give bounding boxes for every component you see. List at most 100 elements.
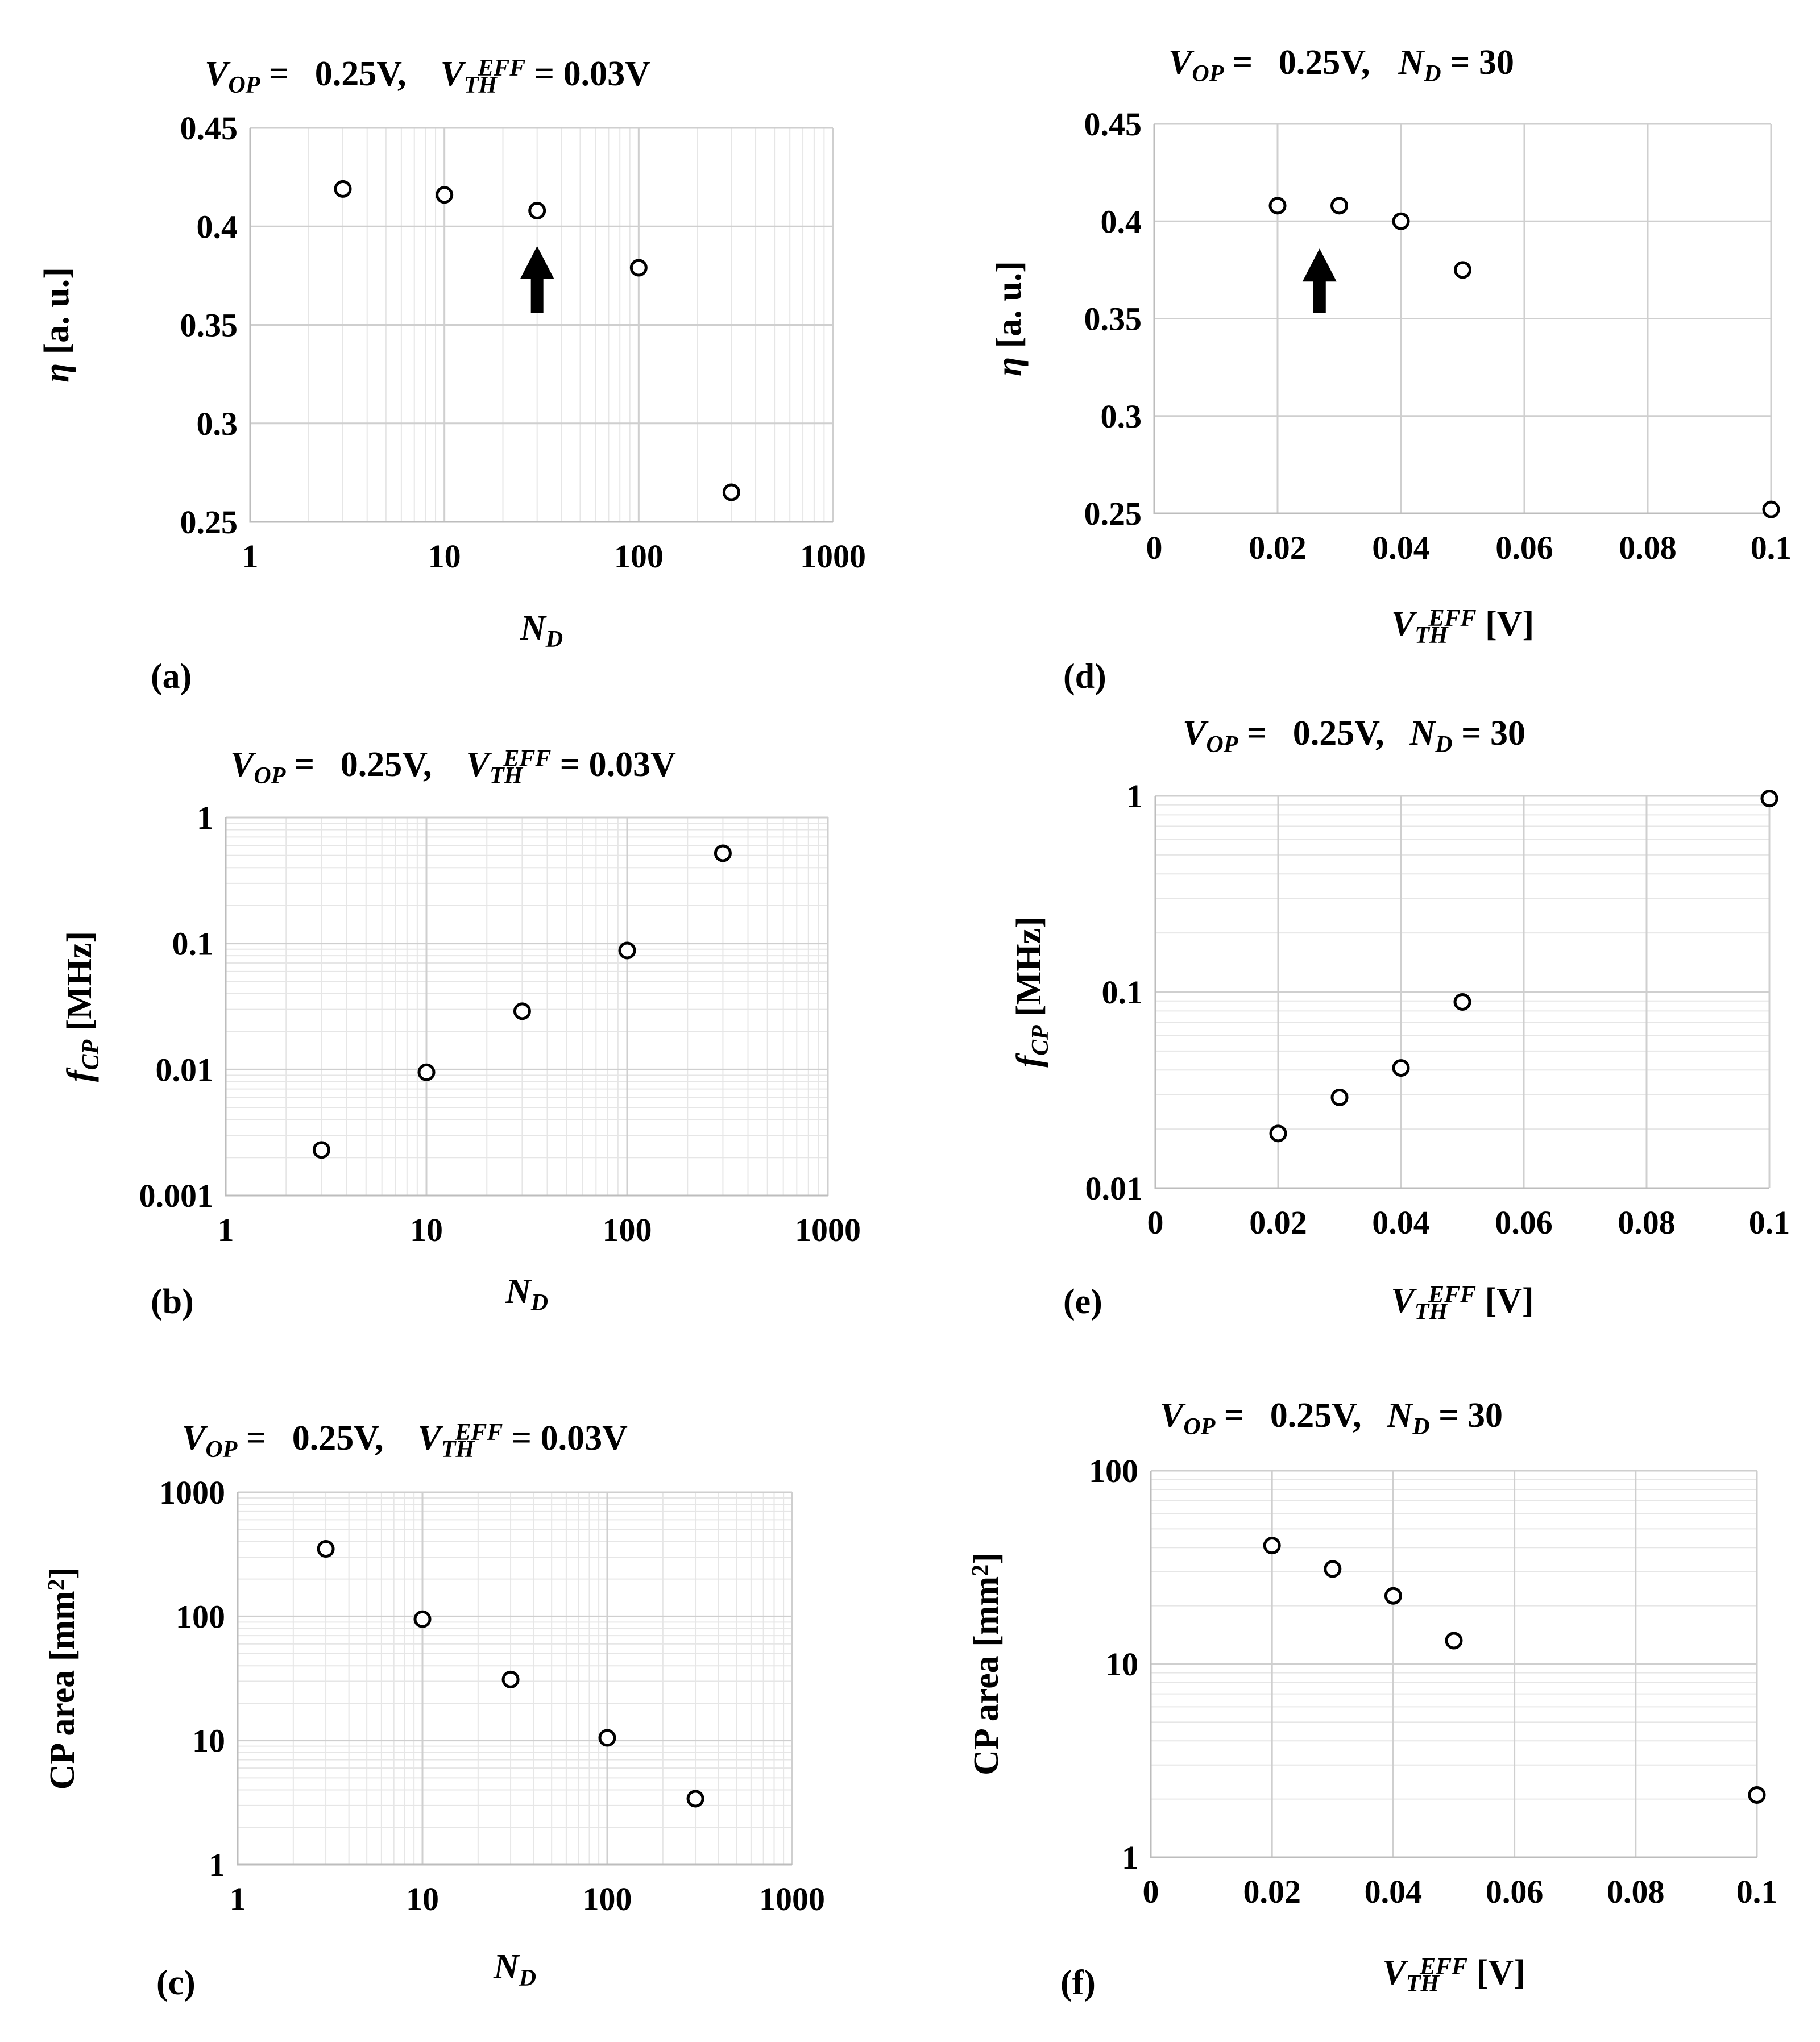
- arrow-annotation: [1302, 248, 1337, 313]
- data-point: [501, 1670, 520, 1688]
- data-point: [1454, 261, 1471, 279]
- x-axis-label: VTHEFF [V]: [1391, 1281, 1533, 1325]
- x-axis-label: ND: [505, 1272, 548, 1316]
- y-tick-label: 0.35: [1084, 301, 1142, 338]
- axis-frame: [1153, 124, 1771, 514]
- data-point: [1268, 197, 1287, 215]
- data-point: [1269, 1124, 1287, 1143]
- x-tick-label: 0.04: [1372, 1204, 1430, 1241]
- chart-title: VOP = 0.25V, VTHEFF = 0.03V: [205, 55, 650, 98]
- data-point: [714, 844, 732, 862]
- x-tick-label: 0.02: [1249, 1204, 1307, 1241]
- data-point: [1263, 1537, 1281, 1555]
- x-tick-label: 100: [603, 1211, 652, 1248]
- y-axis-label: CP area [mm2]: [967, 1553, 1006, 1775]
- x-tick-label: 0.06: [1486, 1873, 1544, 1910]
- chart-title: VOP = 0.25V, ND = 30: [1160, 1396, 1503, 1440]
- panel-tag: (b): [151, 1283, 194, 1321]
- y-tick-label: 10: [192, 1723, 225, 1759]
- x-axis-label: VTHEFF [V]: [1382, 1953, 1525, 1997]
- y-tick-label: 0.4: [1101, 203, 1142, 240]
- x-axis-label: ND: [493, 1948, 536, 1991]
- x-tick-label: 0.02: [1243, 1873, 1301, 1910]
- y-tick-label: 10: [1105, 1646, 1138, 1683]
- y-tick-label: 0.4: [197, 208, 238, 245]
- x-tick-label: 0.04: [1372, 529, 1430, 566]
- x-tick-label: 1000: [759, 1881, 825, 1918]
- data-point: [1324, 1560, 1342, 1578]
- data-point: [1330, 197, 1348, 215]
- data-point: [436, 186, 454, 204]
- data-point: [629, 259, 648, 277]
- panel-tag: (f): [1060, 1964, 1096, 2002]
- axis-frame: [249, 128, 833, 523]
- y-tick-label: 0.25: [1084, 495, 1142, 532]
- y-axis-label: η [a. u.]: [990, 261, 1029, 376]
- y-tick-label: 0.001: [139, 1177, 214, 1214]
- data-point: [1384, 1587, 1402, 1605]
- chart-panel-a: 1 10 100 1000 0.25 0.3 0.35 0.4 0.45 ND η [a. u.] V…: [38, 55, 866, 696]
- y-tick-label: 0.25: [180, 504, 238, 541]
- y-tick-label: 1: [1122, 1839, 1138, 1876]
- x-tick-label: 1: [218, 1211, 234, 1248]
- y-tick-label: 0.45: [180, 110, 238, 147]
- axis-frame: [225, 817, 828, 1197]
- y-tick-label: 1000: [159, 1474, 225, 1511]
- data-point: [1392, 212, 1410, 230]
- x-tick-label: 0.08: [1619, 529, 1677, 566]
- y-tick-label: 100: [176, 1598, 225, 1635]
- x-tick-label: 1: [242, 538, 259, 575]
- data-point: [686, 1790, 704, 1808]
- data-point: [1748, 1786, 1766, 1804]
- x-axis-label: ND: [520, 609, 563, 653]
- x-tick-label: 10: [428, 538, 461, 575]
- x-tick-label: 1: [230, 1881, 246, 1918]
- x-tick-label: 0.08: [1618, 1204, 1676, 1241]
- x-tick-label: 0.02: [1249, 529, 1307, 566]
- y-tick-label: 0.01: [1085, 1170, 1143, 1207]
- x-tick-label: 0.1: [1751, 529, 1792, 566]
- y-tick-label: 0.3: [1101, 398, 1142, 435]
- x-tick-label: 0.08: [1607, 1873, 1665, 1910]
- y-axis-label: fCP [MHz]: [1010, 916, 1054, 1067]
- y-tick-label: 1: [197, 799, 213, 836]
- panel-tag: (d): [1063, 657, 1106, 696]
- data-point: [1762, 500, 1780, 518]
- x-axis-label: VTHEFF [V]: [1391, 605, 1534, 649]
- y-tick-label: 1: [209, 1846, 225, 1883]
- x-tick-label: 100: [583, 1881, 632, 1918]
- chart-panel-f: 0 0.02 0.04 0.06 0.08 0.1 1 10 100 VTHEFF [V] CP a…: [967, 1396, 1777, 2002]
- panel-tag: (a): [151, 657, 192, 696]
- panel-tag: (c): [156, 1964, 196, 2002]
- axis-frame: [237, 1492, 792, 1866]
- x-tick-label: 0.06: [1495, 1204, 1553, 1241]
- data-point: [312, 1141, 330, 1159]
- x-tick-label: 100: [614, 538, 664, 575]
- data-point: [413, 1610, 432, 1628]
- chart-panel-b: 1 10 100 1000 0.001 0.01 0.1 1 ND fCP [MHz] VOP = …: [60, 745, 861, 1321]
- y-tick-label: 0.1: [1102, 974, 1143, 1011]
- arrow-annotation: [520, 246, 554, 313]
- y-tick-label: 1: [1126, 778, 1143, 815]
- chart-panel-d: 0 0.02 0.04 0.06 0.08 0.1 0.25 0.3 0.35 0.4 0.45 VT…: [990, 43, 1792, 696]
- x-tick-label: 0: [1143, 1873, 1159, 1910]
- data-point: [1453, 993, 1471, 1011]
- gridlines: [1154, 795, 1771, 1189]
- x-tick-label: 0.1: [1749, 1204, 1790, 1241]
- x-tick-label: 0: [1146, 529, 1163, 566]
- data-point: [1445, 1632, 1463, 1650]
- axis-frame: [1150, 1471, 1757, 1858]
- y-tick-label: 0.01: [156, 1051, 214, 1088]
- y-tick-label: 0.35: [180, 307, 238, 344]
- y-tick-label: 100: [1089, 1452, 1138, 1489]
- x-tick-label: 10: [410, 1211, 443, 1248]
- chart-title: VOP = 0.25V, ND = 30: [1183, 714, 1525, 758]
- gridlines: [1153, 123, 1772, 514]
- data-point: [1760, 790, 1778, 808]
- y-tick-label: 0.45: [1084, 106, 1142, 143]
- x-tick-label: 0.06: [1495, 529, 1553, 566]
- chart-title: VOP = 0.25V, VTHEFF = 0.03V: [230, 745, 676, 789]
- chart-title: VOP = 0.25V, VTHEFF = 0.03V: [182, 1419, 628, 1463]
- data-point: [417, 1063, 436, 1081]
